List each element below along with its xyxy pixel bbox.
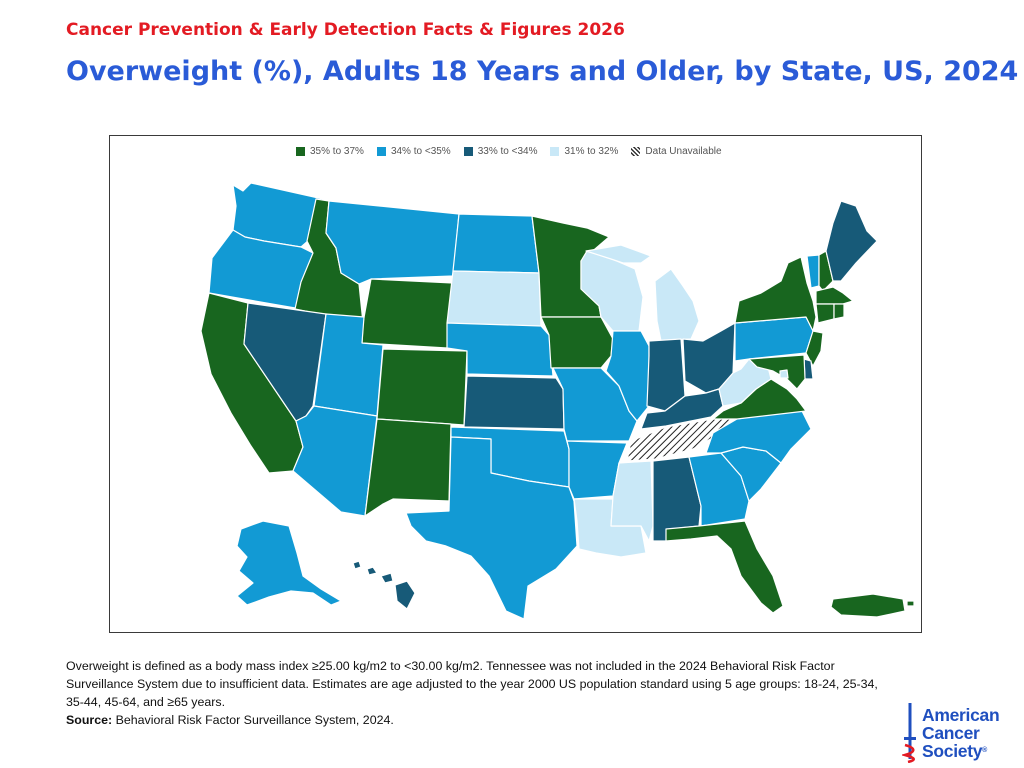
state-nd [452, 213, 540, 274]
state-wy [361, 278, 454, 349]
state-ak [236, 520, 342, 606]
state-tx [405, 436, 578, 620]
legend-item-cat1: 35% to 37% [296, 146, 364, 157]
state-pa [734, 316, 814, 362]
legend-swatch-cat1 [296, 147, 305, 156]
footnote: Overweight is defined as a body mass ind… [66, 657, 896, 729]
state-co [376, 348, 468, 426]
legend-label-cat3: 33% to <34% [477, 146, 538, 157]
acs-wordmark-line3-text: Society [922, 741, 983, 761]
state-ne [446, 322, 554, 377]
legend-swatch-cat4 [550, 147, 560, 156]
footnote-source: Source: Behavioral Risk Factor Surveilla… [66, 711, 896, 729]
state-md [748, 354, 806, 390]
map-frame: 35% to 37% 34% to <35% 33% to <34% 31% t… [109, 135, 922, 633]
state-ia [540, 316, 614, 369]
state-ri [833, 303, 845, 320]
legend-item-cat4: 31% to 32% [550, 146, 618, 157]
acs-wordmark-line2: Cancer [922, 723, 980, 743]
state-hi [352, 560, 416, 610]
state-me [825, 200, 878, 282]
legend-swatch-na [631, 147, 641, 156]
state-pr-islet [906, 600, 915, 607]
legend-label-cat4: 31% to 32% [564, 146, 619, 157]
map-legend: 35% to 37% 34% to <35% 33% to <34% 31% t… [296, 146, 735, 157]
legend-label-cat1: 35% to 37% [310, 146, 364, 157]
registered-mark: ® [982, 747, 988, 754]
source-label: Source: [66, 713, 113, 727]
source-text: Behavioral Risk Factor Surveillance Syst… [115, 713, 394, 727]
state-az [292, 405, 378, 517]
state-nj [805, 330, 824, 367]
legend-swatch-cat3 [463, 147, 473, 156]
acs-sword-icon [902, 703, 916, 763]
state-ma [815, 286, 854, 305]
report-supertitle: Cancer Prevention & Early Detection Fact… [66, 20, 625, 40]
legend-item-cat2: 34% to <35% [376, 146, 451, 157]
legend-label-na: Data Unavailable [645, 146, 722, 157]
state-mo [552, 367, 638, 442]
legend-label-cat2: 34% to <35% [390, 146, 451, 157]
state-pr [830, 593, 906, 618]
chart-title: Overweight (%), Adults 18 Years and Olde… [66, 56, 1019, 87]
acs-wordmark-line1: American [922, 705, 1000, 725]
state-dc [779, 369, 789, 379]
acs-logo: American Cancer Society® [900, 703, 1018, 763]
state-ks [463, 375, 565, 430]
state-il [605, 330, 650, 422]
state-nh [818, 250, 834, 292]
state-ar [566, 440, 628, 500]
us-state-map [200, 182, 915, 620]
legend-swatch-cat2 [376, 147, 386, 156]
state-mt [325, 200, 460, 285]
state-fl [665, 520, 784, 614]
state-sd [446, 270, 542, 329]
state-vt [806, 254, 820, 289]
legend-item-na: Data Unavailable [631, 146, 722, 157]
footnote-text: Overweight is defined as a body mass ind… [66, 659, 878, 709]
state-ny [734, 256, 817, 332]
acs-wordmark-line3: Society® [922, 742, 999, 760]
state-nm [364, 418, 452, 517]
state-ct [815, 303, 835, 324]
acs-wordmark: American Cancer Society® [922, 705, 1000, 760]
state-mi [585, 244, 700, 342]
legend-item-cat3: 33% to <34% [463, 146, 538, 157]
state-ms [610, 460, 654, 542]
